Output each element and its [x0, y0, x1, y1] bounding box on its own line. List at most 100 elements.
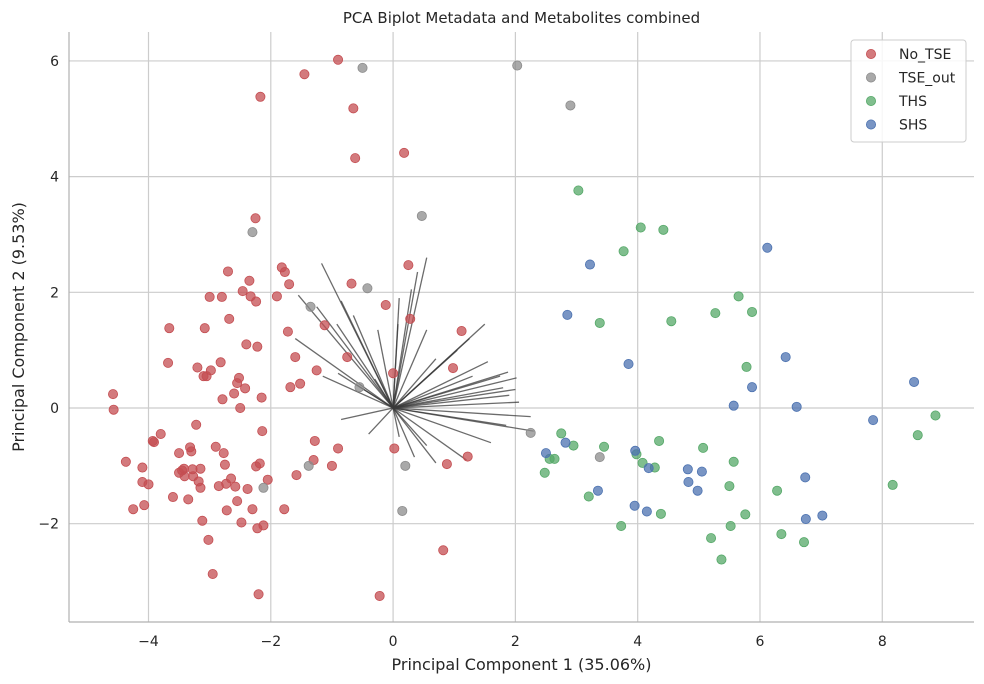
data-point-shs [692, 485, 703, 496]
data-point-no-tse [148, 437, 159, 448]
data-point-no-tse [203, 534, 214, 545]
data-point-no-tse [380, 300, 391, 311]
data-point-no-tse [197, 515, 208, 526]
data-point-no-tse [128, 504, 139, 515]
loading-vector [392, 349, 458, 409]
loading-vector [392, 377, 517, 409]
grid [69, 32, 974, 622]
loading-vector [316, 306, 394, 409]
data-point-no-tse [309, 435, 320, 446]
data-point-tse-out [303, 460, 314, 471]
data-point-tse-out [354, 382, 365, 393]
data-point-no-tse [333, 54, 344, 65]
data-point-no-tse [237, 286, 248, 297]
data-point-no-tse [242, 483, 253, 494]
legend-box [850, 39, 967, 143]
data-point-no-tse [374, 590, 385, 601]
data-point-no-tse [342, 352, 353, 363]
data-point-no-tse [120, 456, 131, 467]
y-tick-label: 6 [50, 54, 59, 70]
loading-vector [340, 300, 394, 409]
data-point-ths [706, 533, 717, 544]
data-point-no-tse [251, 296, 262, 307]
data-point-shs [629, 500, 640, 511]
data-point-no-tse [164, 323, 175, 334]
data-point-tse-out [512, 60, 523, 71]
data-point-no-tse [291, 470, 302, 481]
loading-vector [392, 324, 399, 409]
data-point-no-tse [143, 479, 154, 490]
loading-vector [392, 407, 428, 447]
data-point-no-tse [179, 471, 190, 482]
data-point-no-tse [319, 320, 330, 331]
data-point-no-tse [333, 443, 344, 454]
data-point-ths [618, 246, 629, 257]
data-point-no-tse [204, 291, 215, 302]
data-point-no-tse [174, 448, 185, 459]
data-point-no-tse [207, 568, 218, 579]
data-point-shs [630, 445, 641, 456]
legend-label: THS [898, 94, 927, 110]
data-point-no-tse [346, 278, 357, 289]
data-point-no-tse [167, 492, 178, 503]
data-point-ths [556, 428, 567, 439]
loading-vector [392, 361, 489, 409]
data-point-shs [817, 510, 828, 521]
data-point-no-tse [285, 382, 296, 393]
y-tick-label: 2 [50, 285, 59, 301]
y-axis-label: Principal Component 2 (9.53%) [9, 202, 28, 452]
data-point-no-tse [389, 443, 400, 454]
loading-vector [392, 358, 437, 409]
data-point-shs [562, 309, 573, 320]
data-point-ths [930, 410, 941, 421]
y-tick-label: −2 [38, 517, 59, 533]
x-tick-label: 8 [878, 634, 887, 650]
data-point-ths [747, 306, 758, 317]
data-point-no-tse [183, 494, 194, 505]
x-tick-label: 4 [633, 634, 642, 650]
data-point-ths [776, 529, 787, 540]
data-point-no-tse [236, 517, 247, 528]
data-point-tse-out [525, 427, 536, 438]
legend: No_TSE TSE_out THS SHS [850, 39, 967, 143]
data-point-ths [573, 185, 584, 196]
data-point-ths [666, 316, 677, 327]
scatter-points [108, 54, 941, 601]
data-point-no-tse [462, 451, 473, 462]
data-point-ths [772, 485, 783, 496]
x-tick-label: −2 [260, 634, 281, 650]
x-axis-label: Principal Component 1 (35.06%) [392, 655, 652, 674]
data-point-no-tse [186, 446, 197, 457]
data-point-ths [741, 361, 752, 372]
data-point-no-tse [108, 404, 119, 415]
data-point-ths [733, 291, 744, 302]
data-point-no-tse [195, 463, 206, 474]
data-point-no-tse [195, 482, 206, 493]
data-point-no-tse [219, 459, 230, 470]
data-point-tse-out [258, 482, 269, 493]
loading-vector [294, 338, 394, 409]
tick-labels: −4 −2 0 2 4 6 8 −2 0 2 4 6 [38, 54, 886, 650]
legend-label: No_TSE [899, 47, 951, 63]
data-point-no-tse [403, 260, 414, 271]
data-point-no-tse [191, 419, 202, 430]
data-point-shs [641, 506, 652, 517]
data-point-no-tse [252, 341, 263, 352]
legend-marker [866, 49, 877, 60]
legend-marker [866, 72, 877, 83]
data-point-shs [643, 463, 654, 474]
x-tick-label: −4 [138, 634, 159, 650]
data-point-ths [710, 308, 721, 319]
data-point-ths [655, 508, 666, 519]
data-point-no-tse [199, 323, 210, 334]
y-tick-label: 4 [50, 170, 59, 186]
data-point-no-tse [163, 357, 174, 368]
data-point-no-tse [350, 153, 361, 164]
data-point-ths [887, 479, 898, 490]
x-tick-label: 6 [756, 634, 765, 650]
data-point-ths [583, 491, 594, 502]
data-point-shs [909, 376, 920, 387]
data-point-tse-out [416, 210, 427, 221]
